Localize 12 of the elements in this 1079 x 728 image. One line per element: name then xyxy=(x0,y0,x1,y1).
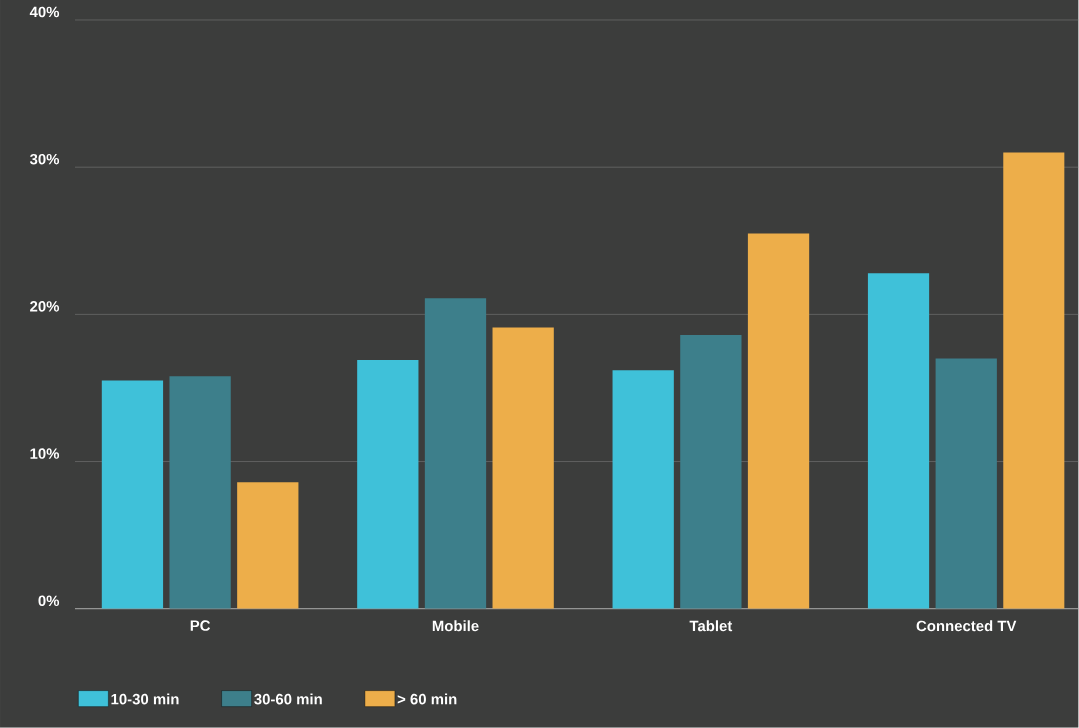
y-tick-label: 40% xyxy=(29,6,60,18)
x-tick-label: Connected TV xyxy=(916,620,1017,632)
legend-label: 30-60 min xyxy=(254,693,322,705)
x-tick-label: Tablet xyxy=(689,620,733,632)
legend-label: > 60 min xyxy=(397,693,457,705)
x-tick-label: Mobile xyxy=(432,620,479,632)
y-tick-label: 0% xyxy=(38,595,60,607)
y-tick-label: 10% xyxy=(30,448,60,459)
legend-label: 10-30 min xyxy=(111,693,179,705)
y-tick-label: 30% xyxy=(29,154,60,165)
x-tick-label: PC xyxy=(190,620,211,631)
y-tick-label: 20% xyxy=(30,301,60,312)
